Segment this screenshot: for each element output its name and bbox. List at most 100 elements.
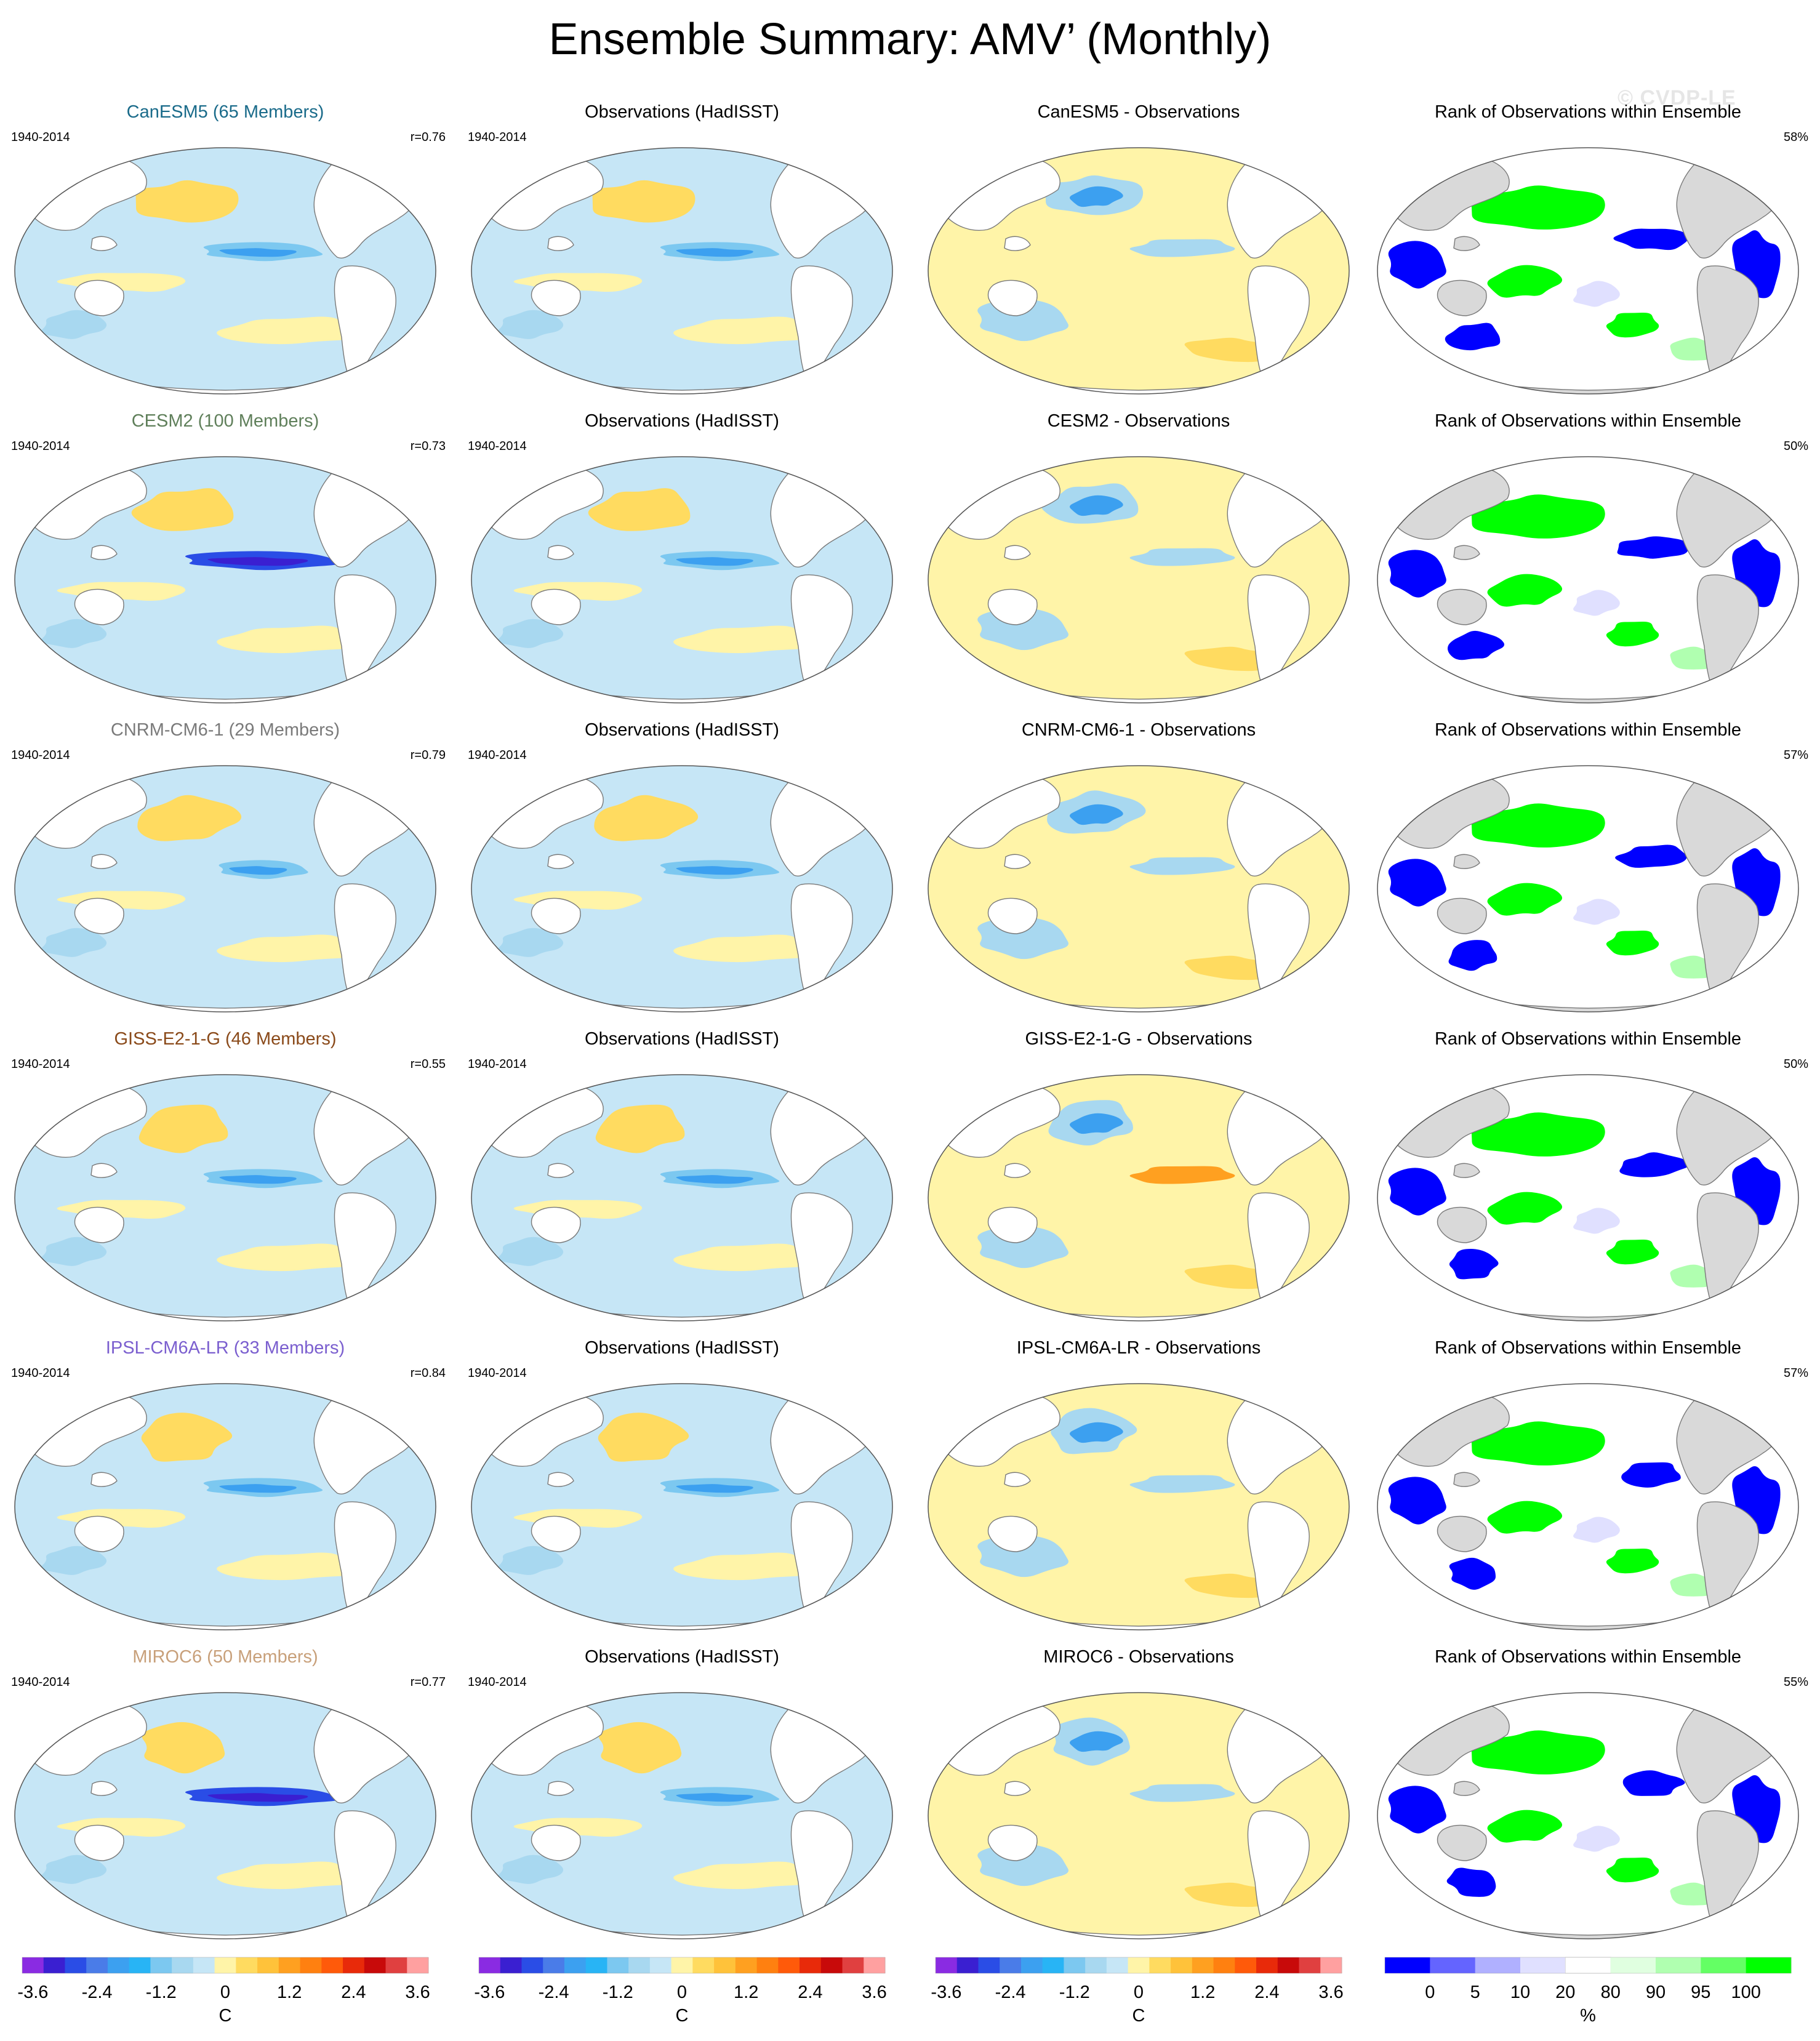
colorbar-tick-label: -3.6 bbox=[931, 1983, 961, 2002]
colorbar-tick-label: -2.4 bbox=[539, 1983, 569, 2002]
period-label: 1940-2014 bbox=[11, 130, 70, 144]
field-anomaly-region bbox=[1606, 312, 1659, 338]
field-anomaly-region bbox=[1606, 1239, 1659, 1265]
period-label: 1940-2014 bbox=[11, 748, 70, 762]
diff-panel-title: IPSL-CM6A-LR - Observations bbox=[1016, 1338, 1261, 1358]
model-panel: CNRM-CM6-1 (29 Members) 1940-2014 r=0.79 bbox=[0, 715, 451, 1023]
colorbar-swatch bbox=[956, 1957, 979, 1973]
field-anomaly-region bbox=[1447, 630, 1505, 660]
rank-panel-title: Rank of Observations within Ensemble bbox=[1434, 1338, 1742, 1358]
rank-map bbox=[1377, 765, 1799, 1012]
colorbar-swatch bbox=[1192, 1957, 1214, 1973]
land-australia bbox=[74, 1824, 124, 1861]
map-border bbox=[1377, 147, 1799, 395]
field-anomaly-region bbox=[1617, 536, 1689, 559]
field-anomaly-region bbox=[592, 180, 696, 223]
colorbar-swatch bbox=[864, 1957, 886, 1973]
rank-percentage: 58% bbox=[1783, 130, 1808, 144]
land-maritime-continent bbox=[1453, 1472, 1480, 1487]
colorbar-swatch bbox=[107, 1957, 130, 1973]
field-anomaly-region bbox=[219, 1175, 297, 1184]
obs-map bbox=[471, 1383, 893, 1630]
diff-panel-title: CESM2 - Observations bbox=[1047, 411, 1230, 431]
map-border bbox=[928, 456, 1350, 704]
obs-panel: Observations (HadISST) 1940-2014 bbox=[457, 406, 907, 714]
diff-panel-title: CNRM-CM6-1 - Observations bbox=[1021, 720, 1256, 740]
field-anomaly-region bbox=[141, 1413, 233, 1462]
field-anomaly-region bbox=[1129, 548, 1235, 566]
colorbar-tick-label: -2.4 bbox=[82, 1983, 113, 2002]
map-border bbox=[14, 1383, 436, 1630]
colorbar-tick-label: 90 bbox=[1646, 1983, 1666, 2002]
period-label: 1940-2014 bbox=[468, 1057, 527, 1071]
land-australia bbox=[74, 1515, 124, 1552]
field-anomaly-region bbox=[131, 488, 234, 531]
field-anomaly-region bbox=[1487, 1501, 1563, 1534]
ocean-background bbox=[15, 1693, 436, 1939]
obs-panel: Observations (HadISST) 1940-2014 bbox=[457, 1333, 907, 1641]
pattern-correlation: r=0.77 bbox=[410, 1675, 446, 1689]
rank-panel: Rank of Observations within Ensemble 57% bbox=[1363, 1333, 1813, 1641]
field-anomaly-region bbox=[673, 316, 814, 345]
field-anomaly-region bbox=[1446, 1867, 1496, 1897]
colorbar-tick-label: -3.6 bbox=[17, 1983, 48, 2002]
rank-panel: Rank of Observations within Ensemble 50% bbox=[1363, 1024, 1813, 1332]
colorbar-tick-label: -3.6 bbox=[474, 1983, 505, 2002]
field-anomaly-region bbox=[1573, 1208, 1620, 1234]
colorbar-swatch bbox=[321, 1957, 343, 1973]
colorbar-swatch bbox=[778, 1957, 800, 1973]
land-australia bbox=[1437, 1824, 1487, 1861]
field-anomaly-region bbox=[1573, 590, 1620, 616]
field-anomaly-region bbox=[1129, 1784, 1235, 1802]
obs-panel-title: Observations (HadISST) bbox=[585, 1338, 779, 1358]
colorbar-tick-label: -1.2 bbox=[146, 1983, 177, 2002]
field-anomaly-region bbox=[497, 1546, 564, 1575]
colorbar-unit-label: C bbox=[1132, 2006, 1145, 2026]
field-anomaly-region bbox=[1573, 1826, 1620, 1852]
field-anomaly-region bbox=[1471, 1112, 1605, 1157]
colorbar-swatch bbox=[129, 1957, 151, 1973]
land-maritime-continent bbox=[90, 854, 118, 869]
colorbar-tick-label: -1.2 bbox=[1059, 1983, 1090, 2002]
land-australia bbox=[1437, 1515, 1487, 1552]
model-map bbox=[14, 456, 436, 704]
colorbar-tick-label: -2.4 bbox=[995, 1983, 1026, 2002]
land-maritime-continent bbox=[547, 236, 574, 251]
rank-panel-title: Rank of Observations within Ensemble bbox=[1434, 720, 1742, 740]
ocean-background bbox=[928, 148, 1349, 394]
obs-panel: Observations (HadISST) 1940-2014 bbox=[457, 715, 907, 1023]
map-border bbox=[471, 1383, 893, 1630]
rank-panel: Rank of Observations within Ensemble 55% bbox=[1363, 1642, 1813, 1950]
field-anomaly-region bbox=[1471, 494, 1605, 539]
field-anomaly-region bbox=[1449, 1248, 1499, 1280]
colorbar-swatch bbox=[735, 1957, 758, 1973]
land-australia bbox=[74, 897, 124, 934]
rank-map bbox=[1377, 1692, 1799, 1939]
field-anomaly-region bbox=[676, 248, 753, 257]
map-border bbox=[471, 765, 893, 1012]
period-label: 1940-2014 bbox=[11, 1057, 70, 1071]
field-anomaly-region bbox=[673, 1552, 814, 1581]
land-maritime-continent bbox=[547, 1163, 574, 1178]
map-border bbox=[471, 1074, 893, 1321]
rank-panel-title: Rank of Observations within Ensemble bbox=[1434, 102, 1742, 122]
colorbar-frame bbox=[22, 1957, 429, 1974]
obs-panel-title: Observations (HadISST) bbox=[585, 1647, 779, 1667]
colorbar-swatch bbox=[1320, 1957, 1342, 1973]
model-panel-title: CNRM-CM6-1 (29 Members) bbox=[110, 720, 340, 740]
land-australia bbox=[531, 588, 581, 625]
period-label: 1940-2014 bbox=[468, 1366, 527, 1380]
colorbar-swatch bbox=[1042, 1957, 1064, 1973]
map-border bbox=[928, 1692, 1350, 1939]
colorbar-swatch bbox=[1475, 1957, 1521, 1973]
map-border bbox=[1377, 1692, 1799, 1939]
pattern-correlation: r=0.84 bbox=[410, 1366, 446, 1380]
field-anomaly-region bbox=[217, 625, 358, 654]
colorbar-swatch bbox=[607, 1957, 629, 1973]
field-anomaly-region bbox=[217, 1243, 358, 1272]
period-label: 1940-2014 bbox=[468, 748, 527, 762]
colorbar-swatch bbox=[193, 1957, 215, 1973]
field-anomaly-region bbox=[41, 310, 107, 339]
colorbar-swatch bbox=[500, 1957, 522, 1973]
colorbar-swatch bbox=[1299, 1957, 1321, 1973]
